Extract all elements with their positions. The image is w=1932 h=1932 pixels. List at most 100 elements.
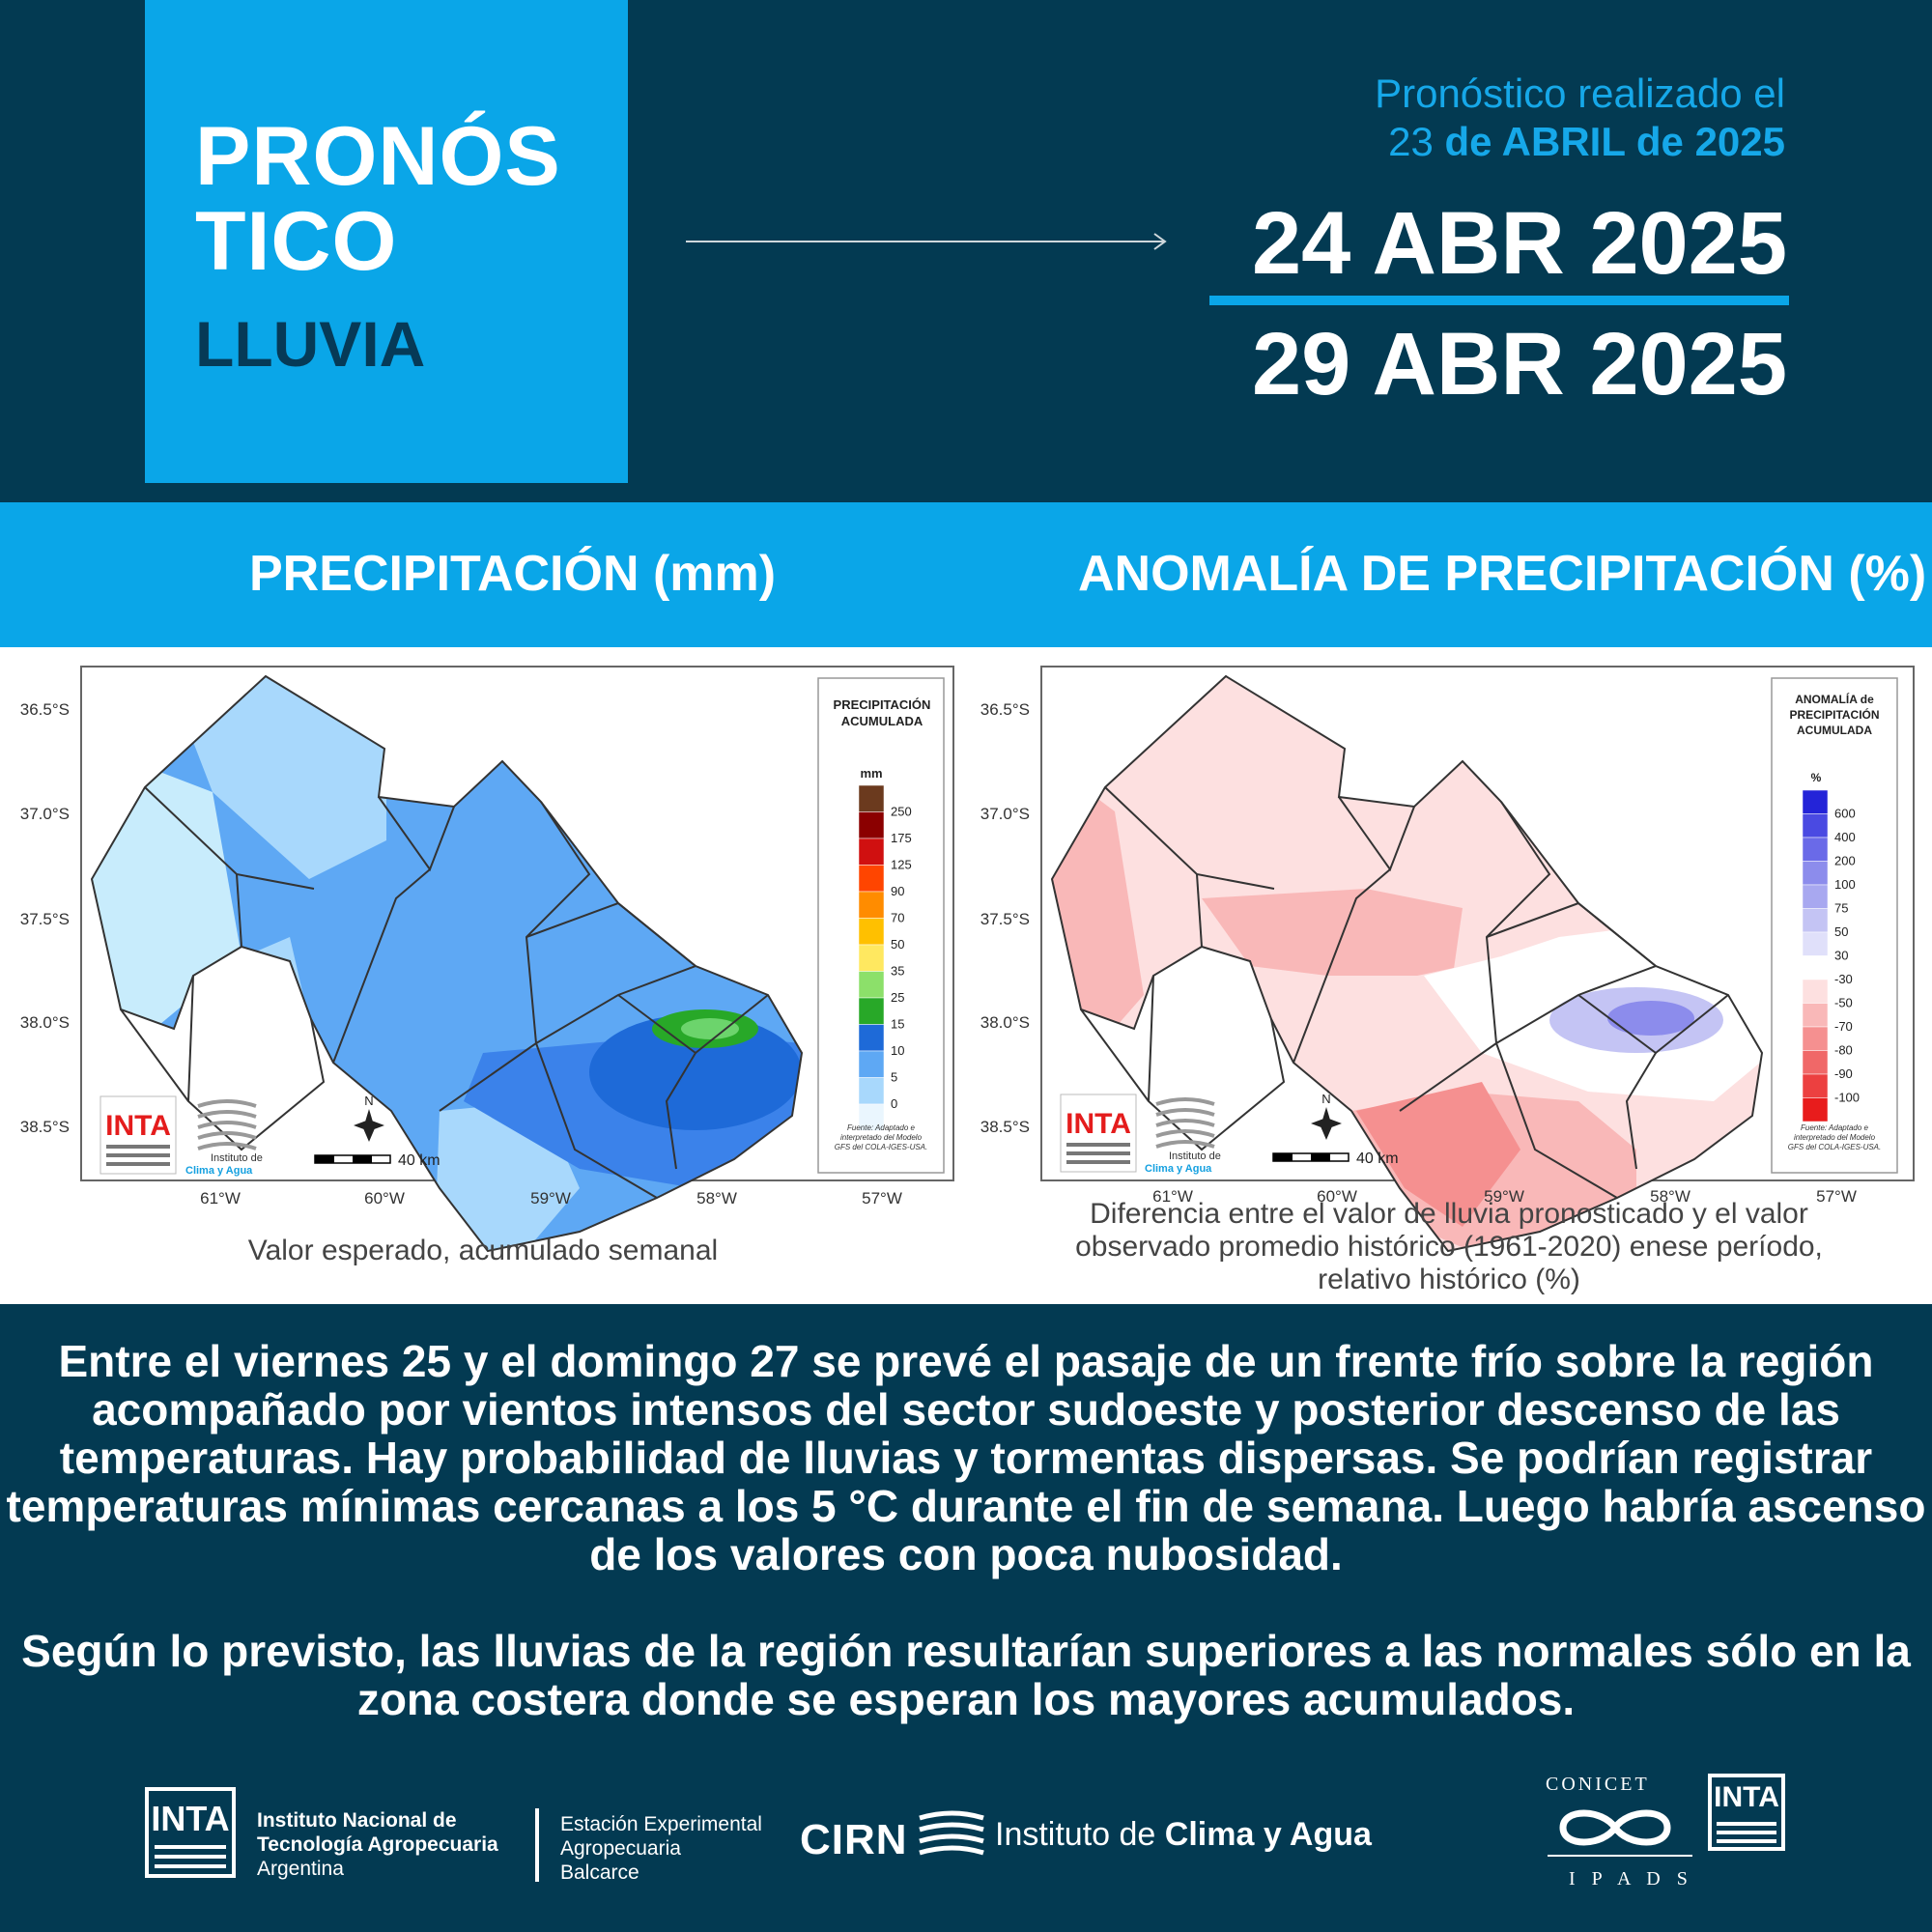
footer-inta-logo-2: INTA: [1708, 1774, 1785, 1851]
legend-label: 70: [891, 911, 904, 925]
footer-station: Estación Experimental Agropecuaria Balcarc…: [560, 1813, 762, 1884]
clima-agua-name: Instituto de Clima y Agua: [995, 1816, 1372, 1853]
lon-label: 57°W: [1816, 1187, 1857, 1206]
conicet-line: [1548, 1855, 1692, 1857]
legend-swatch: [858, 1024, 885, 1052]
legend-swatch: [858, 811, 885, 839]
legend-swatch: [858, 997, 885, 1025]
legend-label: 50: [1834, 924, 1848, 939]
lat-label: 38.5°S: [980, 1118, 1030, 1136]
subtitle: LLUVIA: [195, 308, 426, 380]
north-arrow-icon: [354, 1109, 384, 1142]
inta-logo: [99, 1095, 177, 1175]
north-label: N: [1321, 1092, 1330, 1106]
legend-swatch: [858, 1050, 885, 1078]
legend-swatch: [1802, 1050, 1829, 1075]
legend-swatch: [858, 944, 885, 972]
source-note: Fuente: Adaptado e interpretado del Model…: [835, 1123, 927, 1151]
legend-swatch: [858, 918, 885, 946]
legend-swatch: [1802, 955, 1829, 980]
legend-swatch: [858, 1077, 885, 1105]
legend-label: 10: [891, 1043, 904, 1058]
lat-label: 38.0°S: [20, 1013, 70, 1032]
clima-agua-logo-icon: [1155, 1097, 1215, 1149]
legend-label: 75: [1834, 901, 1848, 916]
legend-swatch: [1802, 837, 1829, 862]
forecast-paragraph-2: Según lo previsto, las lluvias de la reg…: [21, 1626, 1911, 1724]
inta-logo: [1060, 1094, 1137, 1173]
lon-label: 57°W: [862, 1189, 902, 1208]
title-box: PRONÓS TICO LLUVIA: [145, 0, 628, 483]
legend-swatch: [858, 865, 885, 893]
legend-swatch: [1802, 1073, 1829, 1098]
legend-label: 125: [891, 858, 912, 872]
legend-swatch: [1802, 861, 1829, 886]
inta-logo-text: INTA: [105, 1110, 171, 1142]
legend-swatch: [1802, 979, 1829, 1004]
date-from: 24 ABR 2025: [1251, 194, 1787, 293]
legend-box: [1771, 677, 1898, 1174]
scale-label: 40 km: [398, 1152, 440, 1169]
legend-swatch: [858, 891, 885, 919]
legend-swatch: [1802, 789, 1829, 814]
legend-swatch: [858, 971, 885, 999]
logo-text: Instituto de: [1169, 1151, 1221, 1162]
forecast-paragraph-1: Entre el viernes 25 y el domingo 27 se p…: [6, 1336, 1926, 1579]
footer-inta-logo: INTA: [145, 1787, 236, 1878]
legend-label: 15: [891, 1017, 904, 1032]
anomaly-map: 36.5°S 37.0°S 37.5°S 38.0°S 38.5°S 61°W …: [980, 666, 1915, 1253]
lon-label: 60°W: [364, 1189, 405, 1208]
lon-label: 59°W: [530, 1189, 571, 1208]
logo-text: Instituto de: [211, 1152, 263, 1164]
legend-label: 90: [891, 884, 904, 898]
ipads-label: I P A D S: [1569, 1868, 1693, 1889]
legend-swatch: [1802, 1026, 1829, 1051]
legend-swatch: [858, 1103, 885, 1131]
legend-label: 250: [891, 805, 912, 819]
legend-label: -90: [1834, 1066, 1853, 1081]
legend-label: 30: [1834, 949, 1848, 963]
legend-label: 200: [1834, 854, 1856, 868]
legend-label: 0: [891, 1096, 897, 1111]
legend-swatch: [1802, 931, 1829, 956]
legend-swatch: [858, 838, 885, 866]
lon-label: 61°W: [200, 1189, 241, 1208]
lat-label: 37.0°S: [20, 805, 70, 823]
legend-label: 100: [1834, 877, 1856, 892]
legend-unit: %: [1811, 771, 1822, 784]
lat-label: 36.5°S: [980, 700, 1030, 719]
logo-text: Clima y Agua: [185, 1165, 253, 1177]
legend-label: 35: [891, 964, 904, 979]
scale-label: 40 km: [1356, 1151, 1399, 1167]
lat-label: 38.5°S: [20, 1118, 70, 1136]
arrow-icon: [686, 233, 1167, 250]
legend-swatch: [1802, 908, 1829, 933]
legend-label: -80: [1834, 1043, 1853, 1058]
legend-label: 175: [891, 831, 912, 845]
legend-title: ACUMULADA: [841, 714, 923, 728]
lon-label: 58°W: [696, 1189, 737, 1208]
lon-label: 58°W: [1650, 1187, 1690, 1206]
legend-swatch: [1802, 813, 1829, 838]
lat-label: 38.0°S: [980, 1013, 1030, 1032]
legend-label: -100: [1834, 1091, 1860, 1105]
legend-title: PRECIPITACIÓN: [834, 697, 931, 712]
inta-logo-text: INTA: [1065, 1108, 1131, 1140]
legend-label: -30: [1834, 972, 1853, 986]
clima-agua-logo-icon: [197, 1099, 257, 1151]
legend-title: ACUMULADA: [1797, 724, 1872, 737]
precipitation-map: 36.5°S 37.0°S 37.5°S 38.0°S 38.5°S 61°W …: [20, 666, 954, 1253]
lon-label: 60°W: [1317, 1187, 1357, 1206]
legend-label: 5: [891, 1070, 897, 1085]
left-section-title: PRECIPITACIÓN (mm): [249, 546, 777, 602]
lon-label: 59°W: [1484, 1187, 1524, 1206]
legend-title: PRECIPITACIÓN: [1789, 707, 1879, 722]
infinity-icon: [1559, 1809, 1671, 1846]
title: PRONÓS TICO: [195, 110, 561, 288]
source-note: Fuente: Adaptado e interpretado del Model…: [1788, 1123, 1881, 1151]
footer-divider: [535, 1808, 539, 1882]
legend-label: 25: [891, 990, 904, 1005]
legend-unit: mm: [860, 766, 882, 781]
right-map-caption: Diferencia entre el valor de lluvia pron…: [1075, 1198, 1823, 1295]
north-label: N: [364, 1094, 373, 1108]
